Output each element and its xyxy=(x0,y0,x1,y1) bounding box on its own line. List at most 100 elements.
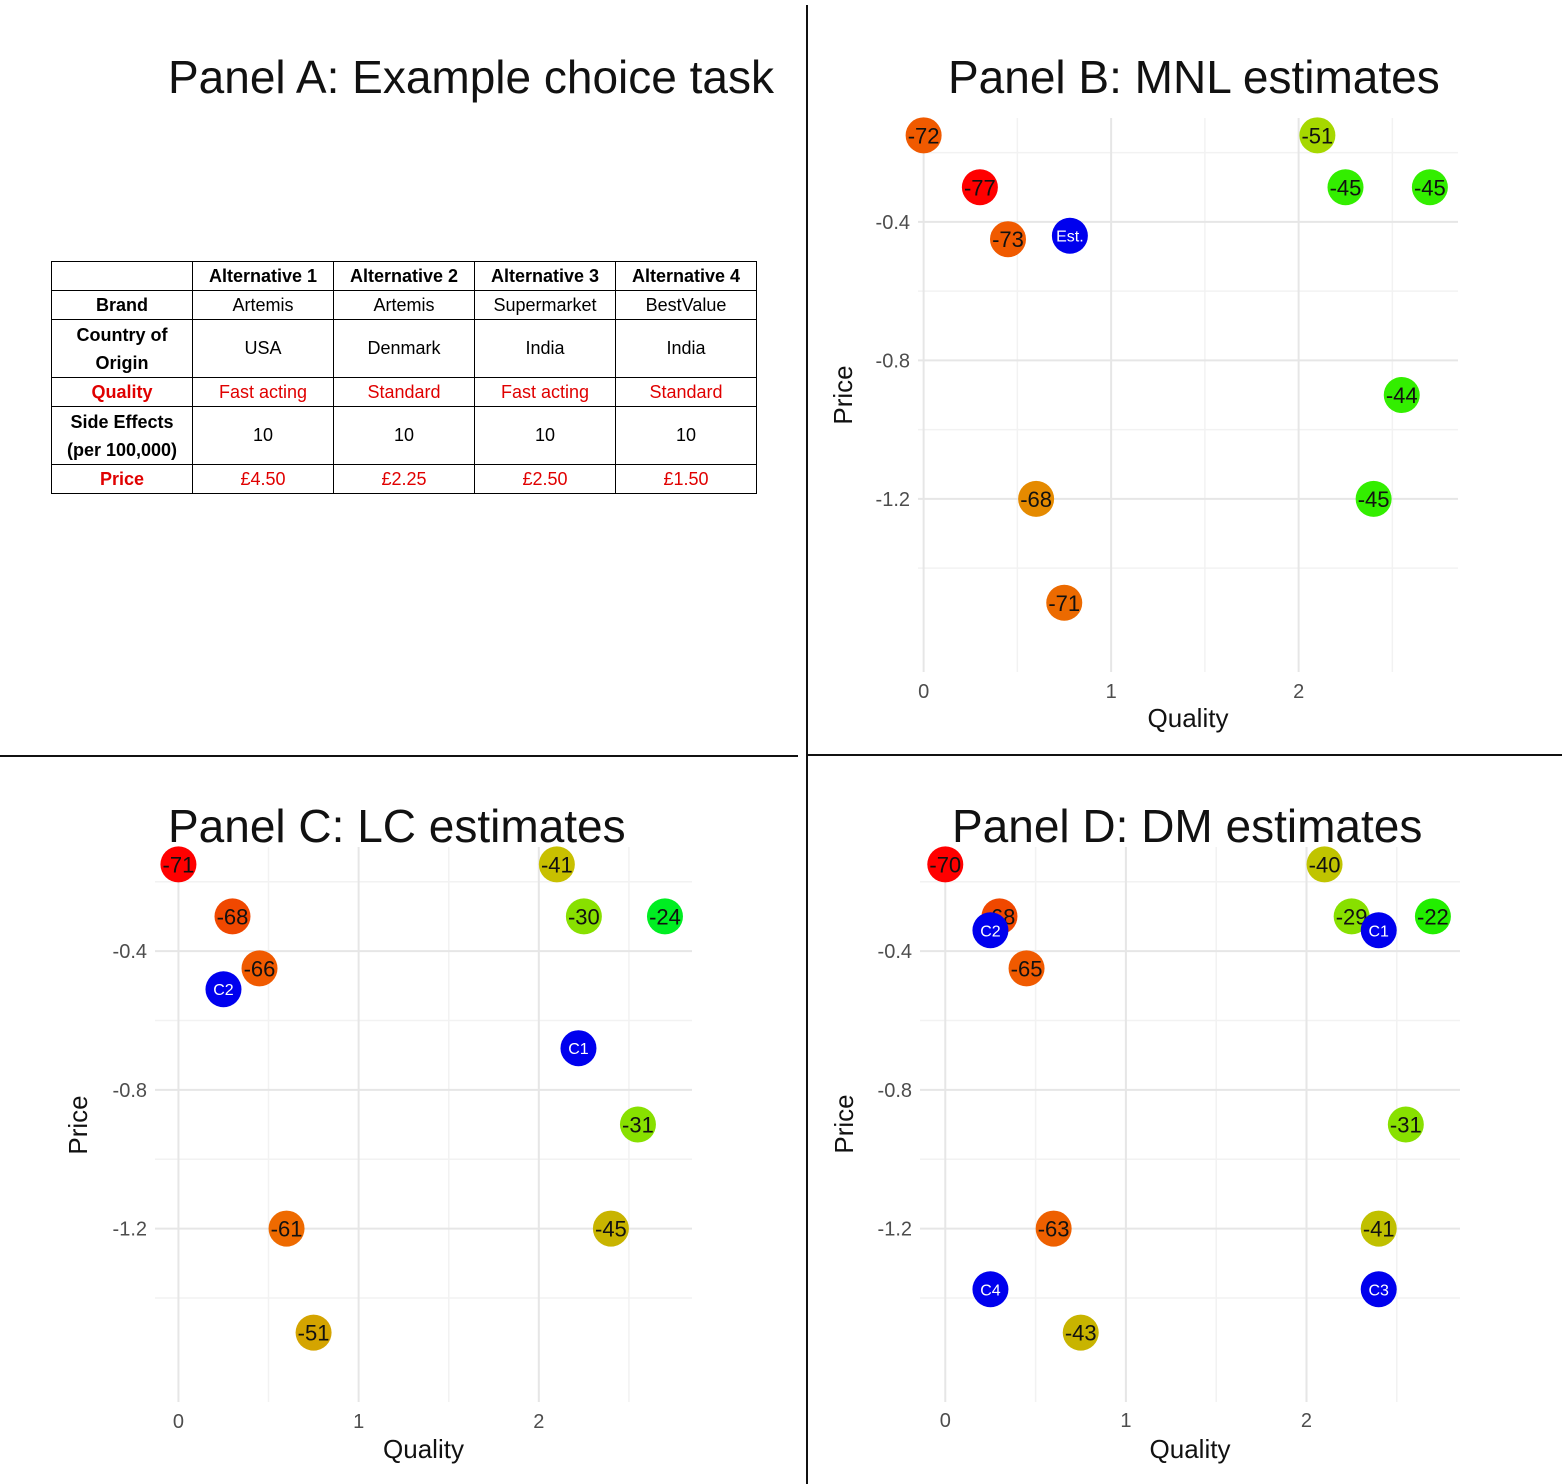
y-axis-title: Price xyxy=(828,365,858,424)
panel-d-title: Panel D: DM estimates xyxy=(952,800,1423,852)
x-tick-label: 0 xyxy=(173,1411,184,1433)
data-point-marker xyxy=(1411,169,1448,206)
row-label: Side Effects (per 100,000) xyxy=(51,406,193,465)
estimate-label: C1 xyxy=(1369,923,1390,940)
y-tick-label: -0.4 xyxy=(878,941,912,963)
table-header-empty xyxy=(51,261,193,291)
data-point-label: -68 xyxy=(217,904,249,929)
data-point-marker xyxy=(1035,1210,1072,1247)
table-row-quality: Quality Fast acting Standard Fast acting… xyxy=(51,377,757,407)
table-row-side-effects: Side Effects (per 100,000) 10 10 10 10 xyxy=(51,406,757,465)
data-point-marker xyxy=(1383,377,1420,413)
row-label: Brand xyxy=(51,290,193,320)
data-point-marker xyxy=(1414,898,1451,935)
data-point-label: -63 xyxy=(1038,1217,1070,1242)
data-point-label: -30 xyxy=(568,904,600,929)
data-point-label: -66 xyxy=(244,956,276,981)
y-axis-title: Price xyxy=(63,1095,93,1154)
data-point-marker xyxy=(1327,169,1364,206)
data-point-label: -70 xyxy=(929,852,961,877)
data-point-marker xyxy=(646,898,683,935)
data-point-label: -77 xyxy=(964,175,996,200)
table-cell: Standard xyxy=(615,377,757,407)
y-axis-title: Price xyxy=(829,1094,859,1153)
data-point-label: -72 xyxy=(908,123,940,148)
table-cell: Denmark xyxy=(333,319,475,378)
y-tick-label: -1.2 xyxy=(876,489,910,511)
data-point-marker xyxy=(538,846,575,883)
data-point-marker xyxy=(565,898,602,935)
data-point-label: -22 xyxy=(1417,904,1449,929)
x-tick-label: 1 xyxy=(1106,681,1117,703)
data-point-marker xyxy=(1008,950,1045,987)
data-point-marker xyxy=(1299,117,1336,154)
data-point-marker xyxy=(619,1106,656,1143)
data-point-marker xyxy=(592,1210,629,1247)
panel-c-title: Panel C: LC estimates xyxy=(168,800,626,852)
table-cell: Fast acting xyxy=(474,377,616,407)
row-label: Country of Origin xyxy=(51,319,193,378)
data-point-marker xyxy=(1062,1314,1099,1351)
panel-d: Panel D: DM estimates 0 1 2 -0.4 -0.8 -1.2 Qua… xyxy=(808,757,1562,1484)
table-cell: 10 xyxy=(192,406,334,465)
data-point-label: -71 xyxy=(1048,591,1080,616)
table-cell: 10 xyxy=(333,406,475,465)
x-axis-title: Quality xyxy=(383,1434,464,1464)
x-tick-label: 2 xyxy=(533,1411,544,1433)
y-tick-label: -1.2 xyxy=(113,1219,147,1241)
chart-panel-d: 012-0.4-0.8-1.2QualityPrice-70-68-65-63-… xyxy=(829,846,1460,1464)
table-header-alt3: Alternative 3 xyxy=(474,261,616,291)
panel-b-title: Panel B: MNL estimates xyxy=(948,51,1440,103)
row-label: Quality xyxy=(51,377,193,407)
x-tick-label: 2 xyxy=(1293,681,1304,703)
x-tick-label: 1 xyxy=(353,1411,364,1433)
estimate-marker xyxy=(1360,1271,1397,1308)
table-header-alt1: Alternative 1 xyxy=(192,261,334,291)
data-point-marker xyxy=(214,898,251,935)
x-tick-label: 1 xyxy=(1120,1410,1131,1432)
data-point-label: -73 xyxy=(992,227,1024,252)
data-point-marker xyxy=(268,1210,305,1247)
estimate-marker xyxy=(972,912,1009,949)
data-point-marker xyxy=(1306,846,1343,883)
table-cell: Fast acting xyxy=(192,377,334,407)
estimate-label: C2 xyxy=(980,923,1001,940)
table-cell: 10 xyxy=(615,406,757,465)
chart-panel-c: 0 1 2 -0.4 -0.8 -1.2 Quality Price -71 -68 -66 -61 -… xyxy=(63,846,692,1464)
estimate-marker xyxy=(972,1271,1009,1308)
table-row-price: Price £4.50 £2.25 £2.50 £1.50 xyxy=(51,464,757,494)
data-point-marker xyxy=(1333,898,1370,935)
data-point-marker xyxy=(1046,584,1083,621)
data-point-marker xyxy=(1355,480,1392,517)
divider-vertical-bottom xyxy=(806,755,808,1484)
data-point-label: -31 xyxy=(1390,1113,1422,1138)
estimate-marker xyxy=(560,1030,597,1067)
data-point-label: -44 xyxy=(1386,383,1418,408)
data-point-marker xyxy=(927,846,964,883)
table-cell: India xyxy=(615,319,757,378)
data-point-label: -41 xyxy=(541,852,573,877)
data-point-marker xyxy=(1387,1106,1424,1143)
estimate-label: C4 xyxy=(980,1282,1001,1299)
data-point-label: -45 xyxy=(595,1217,627,1242)
data-point-marker xyxy=(241,950,278,987)
panel-a: Panel A: Example choice task Alternative… xyxy=(0,0,806,755)
table-cell: Artemis xyxy=(333,290,475,320)
y-tick-label: -0.8 xyxy=(878,1080,912,1102)
table-row-country: Country of Origin USA Denmark India Indi… xyxy=(51,319,757,378)
panel-a-title: Panel A: Example choice task xyxy=(168,51,774,103)
estimate-label: C1 xyxy=(568,1041,589,1058)
data-point-label: -71 xyxy=(163,852,195,877)
y-tick-label: -1.2 xyxy=(878,1219,912,1241)
data-point-marker xyxy=(1360,1210,1397,1247)
data-point-label: -51 xyxy=(1301,123,1333,148)
data-point-label: -45 xyxy=(1358,487,1390,512)
row-label: Price xyxy=(51,464,193,494)
panel-b: Panel B: MNL estimates 0 1 2 -0.4 -0.8 -1.2 Qu… xyxy=(808,0,1562,754)
table-cell: 10 xyxy=(474,406,616,465)
data-point-marker xyxy=(961,169,998,206)
table-row-brand: Brand Artemis Artemis Supermarket BestVa… xyxy=(51,290,757,320)
data-point-label: -65 xyxy=(1011,956,1043,981)
data-point-label: -68 xyxy=(1020,487,1052,512)
data-point-marker xyxy=(160,846,197,883)
